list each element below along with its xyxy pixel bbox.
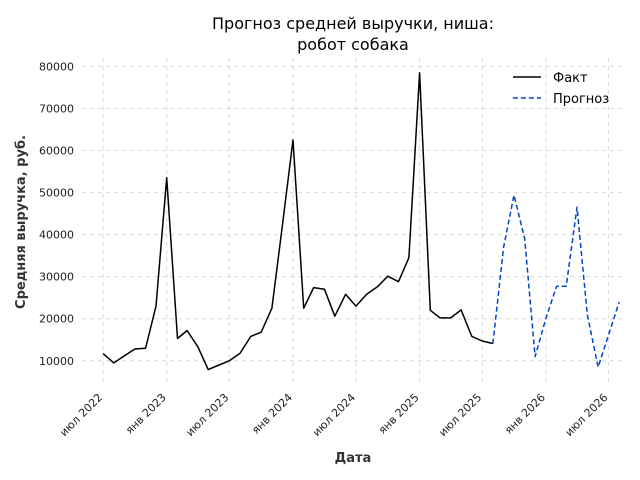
chart-title-line-2: робот собака xyxy=(297,35,409,54)
y-tick-label: 20000 xyxy=(39,313,74,326)
legend-label-forecast: Прогноз xyxy=(553,92,609,107)
x-axis-ticks: июл 2022 янв 2023 июл 2023 янв 2024 июл 2024… xyxy=(57,391,610,439)
x-tick-label: июл 2026 xyxy=(563,391,611,439)
legend: Факт Прогноз xyxy=(513,71,609,107)
x-tick-label: июл 2022 xyxy=(57,391,105,439)
chart-title-line-1: Прогноз средней выручки, ниша: xyxy=(212,14,494,33)
grid xyxy=(82,58,624,386)
x-tick-label: янв 2026 xyxy=(502,391,548,437)
series-line-forecast xyxy=(492,194,620,368)
x-tick-label: июл 2024 xyxy=(310,391,358,439)
series-lines xyxy=(102,71,620,371)
y-tick-label: 50000 xyxy=(39,187,74,200)
x-tick-label: янв 2024 xyxy=(249,391,295,437)
y-axis-label: Средняя выручка, руб. xyxy=(14,135,29,309)
x-tick-label: июл 2023 xyxy=(183,391,231,439)
x-axis-label: Дата xyxy=(335,451,372,466)
x-tick-label: июл 2025 xyxy=(436,391,484,439)
series-line-fact xyxy=(102,71,494,371)
y-tick-label: 10000 xyxy=(39,355,74,368)
y-tick-label: 60000 xyxy=(39,145,74,158)
x-tick-label: янв 2025 xyxy=(376,391,422,437)
y-tick-label: 80000 xyxy=(39,60,74,73)
x-tick-label: янв 2023 xyxy=(123,391,169,437)
y-tick-label: 70000 xyxy=(39,102,74,115)
legend-label-fact: Факт xyxy=(553,71,588,86)
y-tick-label: 30000 xyxy=(39,271,74,284)
y-tick-label: 40000 xyxy=(39,229,74,242)
y-axis-ticks: 10000 20000 30000 40000 50000 60000 70000 80000 xyxy=(39,60,74,367)
